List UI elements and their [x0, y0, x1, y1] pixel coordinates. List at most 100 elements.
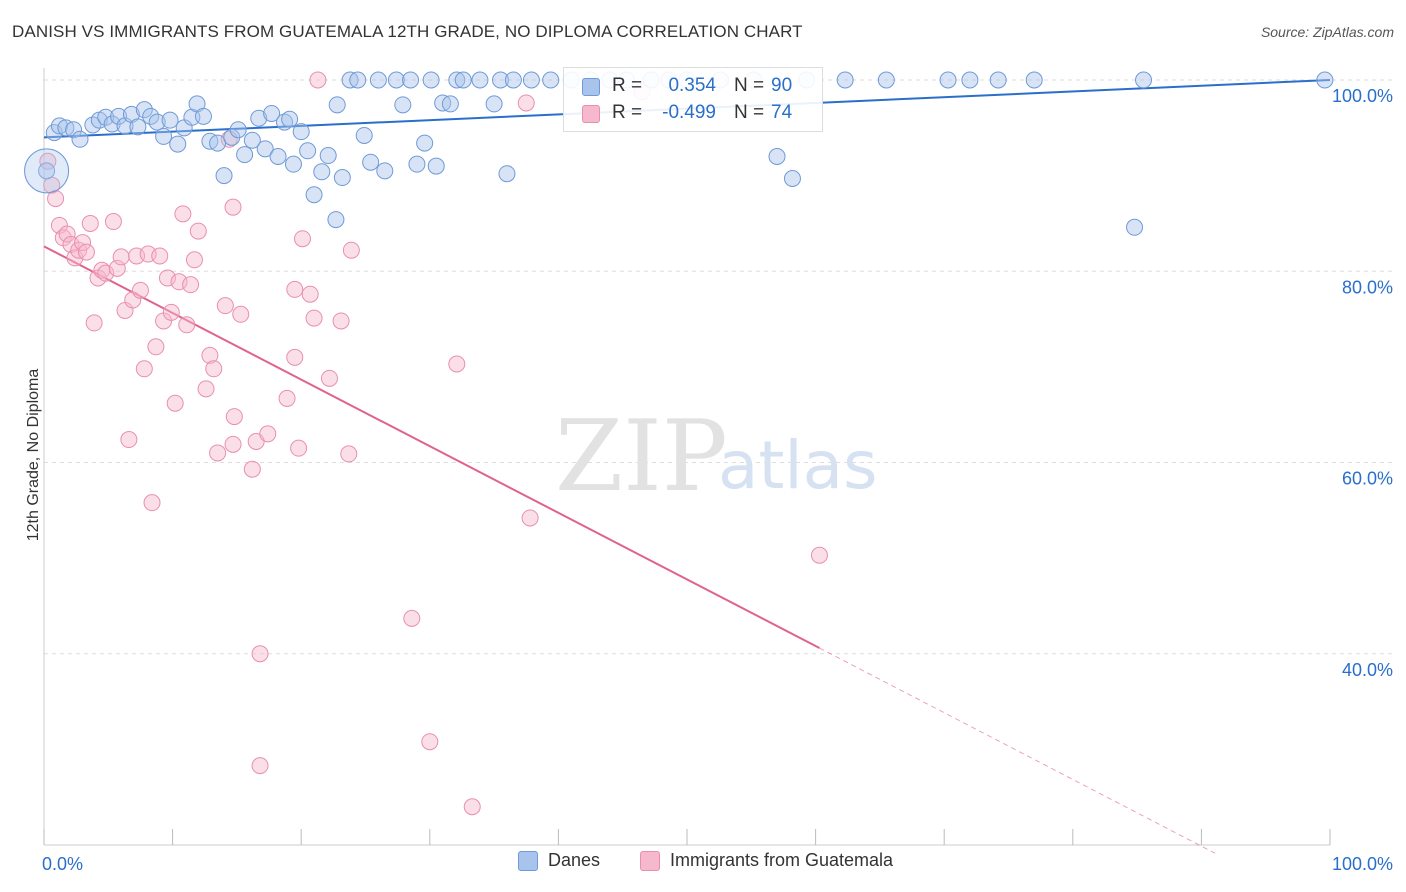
danes-point	[492, 71, 510, 89]
guatemala-point	[143, 494, 161, 512]
guatemala-point	[305, 309, 323, 327]
danes-point	[319, 147, 337, 165]
trend-line-guatemala	[43, 245, 820, 649]
n-label: N =	[734, 75, 765, 96]
r-label: R =	[612, 102, 643, 123]
danes-point	[522, 71, 540, 89]
legend-item-guatemala[interactable]: Immigrants from Guatemala	[640, 850, 893, 871]
guatemala-point	[251, 757, 269, 775]
axes	[43, 68, 1331, 846]
trend-line-extension	[819, 647, 1216, 854]
guatemala-point	[205, 360, 223, 378]
guatemala-point	[243, 460, 261, 478]
danes-point	[471, 71, 489, 89]
guatemala-point	[232, 305, 250, 323]
n-label: N =	[734, 102, 765, 123]
danes-point	[65, 121, 83, 139]
guatemala-point	[209, 444, 227, 462]
danes-point	[38, 162, 56, 180]
guatemala-point	[286, 280, 304, 298]
guatemala-point	[131, 281, 149, 299]
danes-point	[1025, 71, 1043, 89]
guatemala-point	[174, 205, 192, 223]
guatemala-point	[332, 312, 350, 330]
grid-lines	[44, 79, 1392, 655]
guatemala-point	[104, 213, 122, 231]
stats-row-danes: R = 0.354 N = 90	[564, 73, 822, 101]
guatemala-point	[521, 509, 539, 527]
guatemala-point	[340, 445, 358, 463]
series-danes	[24, 71, 1334, 236]
danes-point	[110, 107, 128, 125]
danes-point	[135, 101, 153, 119]
danes-point	[989, 71, 1007, 89]
danes-point	[939, 71, 957, 89]
danes-n-value: 90	[771, 75, 793, 96]
danes-point	[229, 121, 247, 139]
guatemala-point	[182, 276, 200, 294]
danes-point	[275, 113, 293, 131]
legend-label-guatemala: Immigrants from Guatemala	[670, 850, 894, 870]
guatemala-point	[225, 408, 243, 426]
guatemala-point	[58, 225, 76, 243]
guatemala-point	[448, 355, 466, 373]
guatemala-point	[81, 214, 99, 232]
danes-point	[333, 169, 351, 187]
danes-point	[299, 142, 317, 160]
danes-point	[313, 163, 331, 181]
danes-point	[263, 104, 281, 122]
guatemala-point	[517, 94, 535, 112]
danes-point	[236, 146, 254, 164]
danes-point	[355, 126, 373, 144]
guatemala-point	[178, 316, 196, 334]
danes-point	[169, 135, 187, 153]
danes-point	[129, 118, 147, 136]
guatemala-point	[77, 243, 95, 261]
watermark-atlas: atlas	[718, 427, 878, 504]
guatemala-point	[197, 380, 215, 398]
y-tick-label: 40.0%	[1342, 660, 1393, 680]
guatemala-point	[810, 546, 828, 564]
danes-point	[1316, 71, 1334, 89]
danes-point	[485, 95, 503, 113]
guatemala-n-value: 74	[771, 102, 793, 123]
guatemala-point	[166, 394, 184, 412]
guatemala-point	[74, 234, 92, 252]
legend-swatch-danes	[518, 850, 538, 871]
danes-point	[448, 71, 466, 89]
guatemala-point	[151, 247, 169, 265]
guatemala-point	[201, 346, 219, 364]
danes-point	[441, 95, 459, 113]
danes-point	[877, 71, 895, 89]
danes-point	[783, 169, 801, 187]
danes-point	[1126, 218, 1144, 236]
danes-point	[243, 131, 261, 149]
danes-point	[155, 127, 173, 145]
y-tick-label: 80.0%	[1342, 277, 1393, 297]
danes-point	[71, 130, 89, 148]
guatemala-point	[112, 248, 130, 266]
danes-point	[376, 162, 394, 180]
danes-point	[1135, 71, 1153, 89]
danes-point	[269, 148, 287, 165]
watermark-zip: ZIP	[555, 400, 728, 514]
danes-point	[328, 96, 346, 114]
danes-point	[148, 113, 166, 131]
danes-point	[836, 71, 854, 89]
danes-point	[194, 107, 212, 125]
y-axis-label: 12th Grade, No Diploma	[25, 369, 42, 542]
danes-point	[142, 107, 160, 125]
legend-item-danes[interactable]: Danes	[518, 850, 600, 871]
guatemala-point	[309, 71, 327, 89]
danes-point	[504, 71, 522, 89]
danes-point-large	[24, 148, 70, 194]
guatemala-point	[120, 431, 138, 449]
danes-point	[250, 109, 268, 127]
stats-box: R = 0.354 N = 90 R = -0.499 N = 74	[563, 67, 823, 132]
guatemala-point	[147, 338, 165, 356]
watermark: ZIP atlas	[555, 400, 878, 514]
guatemala-point	[224, 198, 242, 216]
danes-point	[209, 134, 227, 152]
guatemala-point	[108, 259, 126, 277]
danes-swatch	[582, 78, 600, 96]
